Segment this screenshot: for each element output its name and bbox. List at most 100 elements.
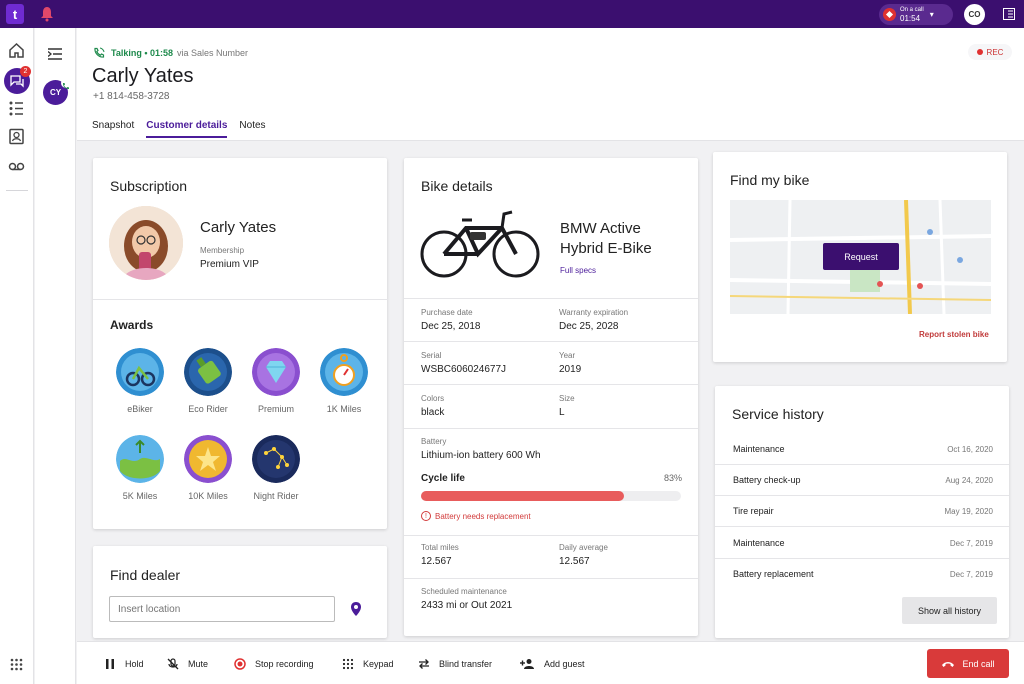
end-call-label: End call bbox=[962, 658, 995, 669]
service-row[interactable]: Battery check-up Aug 24, 2020 bbox=[715, 465, 1009, 496]
year-value: 2019 bbox=[559, 364, 582, 375]
battery-warning: ! Battery needs replacement bbox=[421, 511, 531, 521]
app-logo[interactable]: t bbox=[6, 4, 24, 24]
end-call-button[interactable]: End call bbox=[927, 649, 1009, 678]
service-name: Battery check-up bbox=[733, 475, 801, 485]
phone-active-icon bbox=[94, 47, 105, 58]
5k-miles-award-icon bbox=[116, 435, 164, 483]
stop-recording-button[interactable]: Stop recording bbox=[234, 658, 314, 670]
rail-divider bbox=[6, 190, 28, 191]
award-10k-miles[interactable]: 10K Miles bbox=[178, 435, 238, 501]
home-icon[interactable] bbox=[8, 42, 25, 59]
award-ebiker[interactable]: eBiker bbox=[110, 348, 170, 414]
top-bar: t On a call 01:54 ▾ CO bbox=[0, 0, 1024, 28]
apps-grid-icon[interactable] bbox=[10, 658, 23, 671]
blind-transfer-label: Blind transfer bbox=[439, 659, 493, 669]
award-premium[interactable]: Premium bbox=[246, 348, 306, 414]
tab-snapshot[interactable]: Snapshot bbox=[92, 120, 135, 131]
card-divider bbox=[93, 299, 388, 300]
service-row[interactable]: Battery replacement Dec 7, 2019 bbox=[715, 559, 1009, 590]
find-my-bike-title: Find my bike bbox=[730, 172, 810, 188]
bike-details-card: Bike details BMW Active Hybrid E-Bike Fu… bbox=[404, 158, 698, 636]
service-row[interactable]: Maintenance Dec 7, 2019 bbox=[715, 528, 1009, 559]
panel-menu-icon[interactable] bbox=[1003, 8, 1015, 20]
user-avatar[interactable]: CO bbox=[964, 4, 985, 25]
bike-location-map[interactable]: Request bbox=[730, 200, 991, 314]
award-night-rider[interactable]: Night Rider bbox=[246, 435, 306, 501]
section-divider bbox=[404, 384, 698, 385]
mute-button[interactable]: Mute bbox=[167, 658, 208, 670]
daily-average-value: 12.567 bbox=[559, 556, 590, 567]
voicemail-icon[interactable] bbox=[8, 158, 25, 175]
scheduled-maintenance-value: 2433 mi or Out 2021 bbox=[421, 600, 513, 611]
service-row[interactable]: Maintenance Oct 16, 2020 bbox=[715, 434, 1009, 465]
full-specs-link[interactable]: Full specs bbox=[560, 266, 597, 275]
call-status-row: Talking • 01:58 via Sales Number bbox=[93, 47, 248, 59]
chevron-down-icon: ▾ bbox=[929, 10, 934, 19]
award-eco-rider[interactable]: Eco Rider bbox=[178, 348, 238, 414]
location-pin-icon[interactable] bbox=[351, 602, 361, 616]
purchase-date-value: Dec 25, 2018 bbox=[421, 321, 481, 332]
award-label: Premium bbox=[257, 404, 294, 414]
section-divider bbox=[404, 341, 698, 342]
hang-up-icon bbox=[942, 661, 955, 667]
add-guest-button[interactable]: Add guest bbox=[520, 658, 585, 670]
hold-button[interactable]: Hold bbox=[104, 658, 144, 670]
award-label: eBiker bbox=[127, 404, 153, 414]
pause-icon bbox=[106, 659, 114, 669]
phone-status-icon bbox=[61, 78, 71, 89]
1k-miles-award-icon bbox=[320, 348, 368, 396]
on-call-indicator[interactable]: On a call 01:54 ▾ bbox=[879, 4, 953, 25]
notification-bell-icon[interactable] bbox=[40, 6, 54, 22]
colors-value: black bbox=[421, 407, 445, 418]
find-dealer-title: Find dealer bbox=[110, 567, 181, 583]
contacts-icon[interactable] bbox=[8, 128, 25, 145]
purchase-date-label: Purchase date bbox=[421, 308, 473, 317]
cycle-life-bar bbox=[421, 491, 681, 501]
cycle-life-fill bbox=[421, 491, 624, 501]
premium-award-icon bbox=[252, 348, 300, 396]
award-1k-miles[interactable]: 1K Miles bbox=[314, 348, 374, 414]
tab-customer-details[interactable]: Customer details bbox=[146, 120, 228, 138]
bike-image bbox=[420, 210, 540, 278]
call-status: Talking • 01:58 bbox=[111, 48, 174, 58]
subscription-card: Subscription Carly Yates Membership Prem… bbox=[93, 158, 388, 529]
location-input[interactable] bbox=[109, 596, 335, 622]
list-icon[interactable] bbox=[8, 100, 25, 117]
customer-phone: +1 814-458-3728 bbox=[93, 91, 170, 102]
call-header: Talking • 01:58 via Sales Number REC Car… bbox=[77, 28, 1024, 141]
tab-notes[interactable]: Notes bbox=[239, 120, 266, 131]
report-stolen-bike-link[interactable]: Report stolen bike bbox=[919, 330, 989, 339]
award-5k-miles[interactable]: 5K Miles bbox=[110, 435, 170, 501]
keypad-button[interactable]: Keypad bbox=[342, 658, 394, 670]
tab-bar: Snapshot Customer details Notes bbox=[92, 120, 278, 138]
blind-transfer-button[interactable]: Blind transfer bbox=[418, 658, 492, 670]
service-name: Maintenance bbox=[733, 444, 785, 454]
service-name: Maintenance bbox=[733, 538, 785, 548]
conversation-icon bbox=[10, 75, 24, 88]
service-date: Dec 7, 2019 bbox=[949, 570, 993, 579]
find-dealer-card: Find dealer bbox=[93, 546, 387, 638]
battery-value: Lithium-ion battery 600 Wh bbox=[421, 450, 541, 461]
service-row[interactable]: Tire repair May 19, 2020 bbox=[715, 496, 1009, 527]
find-my-bike-card: Find my bike Request Report stolen bike bbox=[713, 152, 1007, 362]
collapse-panel-icon[interactable] bbox=[48, 48, 62, 60]
cycle-life-label: Cycle life bbox=[421, 473, 465, 484]
ebiker-award-icon bbox=[116, 348, 164, 396]
request-button[interactable]: Request bbox=[823, 243, 899, 270]
subscriber-name: Carly Yates bbox=[200, 219, 277, 236]
award-label: 1K Miles bbox=[326, 404, 362, 414]
membership-value: Premium VIP bbox=[200, 259, 259, 270]
total-miles-label: Total miles bbox=[421, 543, 459, 552]
section-divider bbox=[404, 298, 698, 299]
awards-title: Awards bbox=[110, 318, 154, 332]
award-label: Night Rider bbox=[253, 491, 299, 501]
battery-warning-text: Battery needs replacement bbox=[435, 511, 531, 521]
on-call-time: 01:54 bbox=[900, 14, 921, 23]
show-all-history-button[interactable]: Show all history bbox=[902, 597, 997, 624]
record-stop-icon bbox=[234, 658, 246, 670]
serial-value: WSBC606024677J bbox=[421, 364, 507, 375]
bike-details-title: Bike details bbox=[421, 178, 493, 194]
colors-label: Colors bbox=[421, 394, 445, 403]
subscription-title: Subscription bbox=[110, 178, 188, 194]
